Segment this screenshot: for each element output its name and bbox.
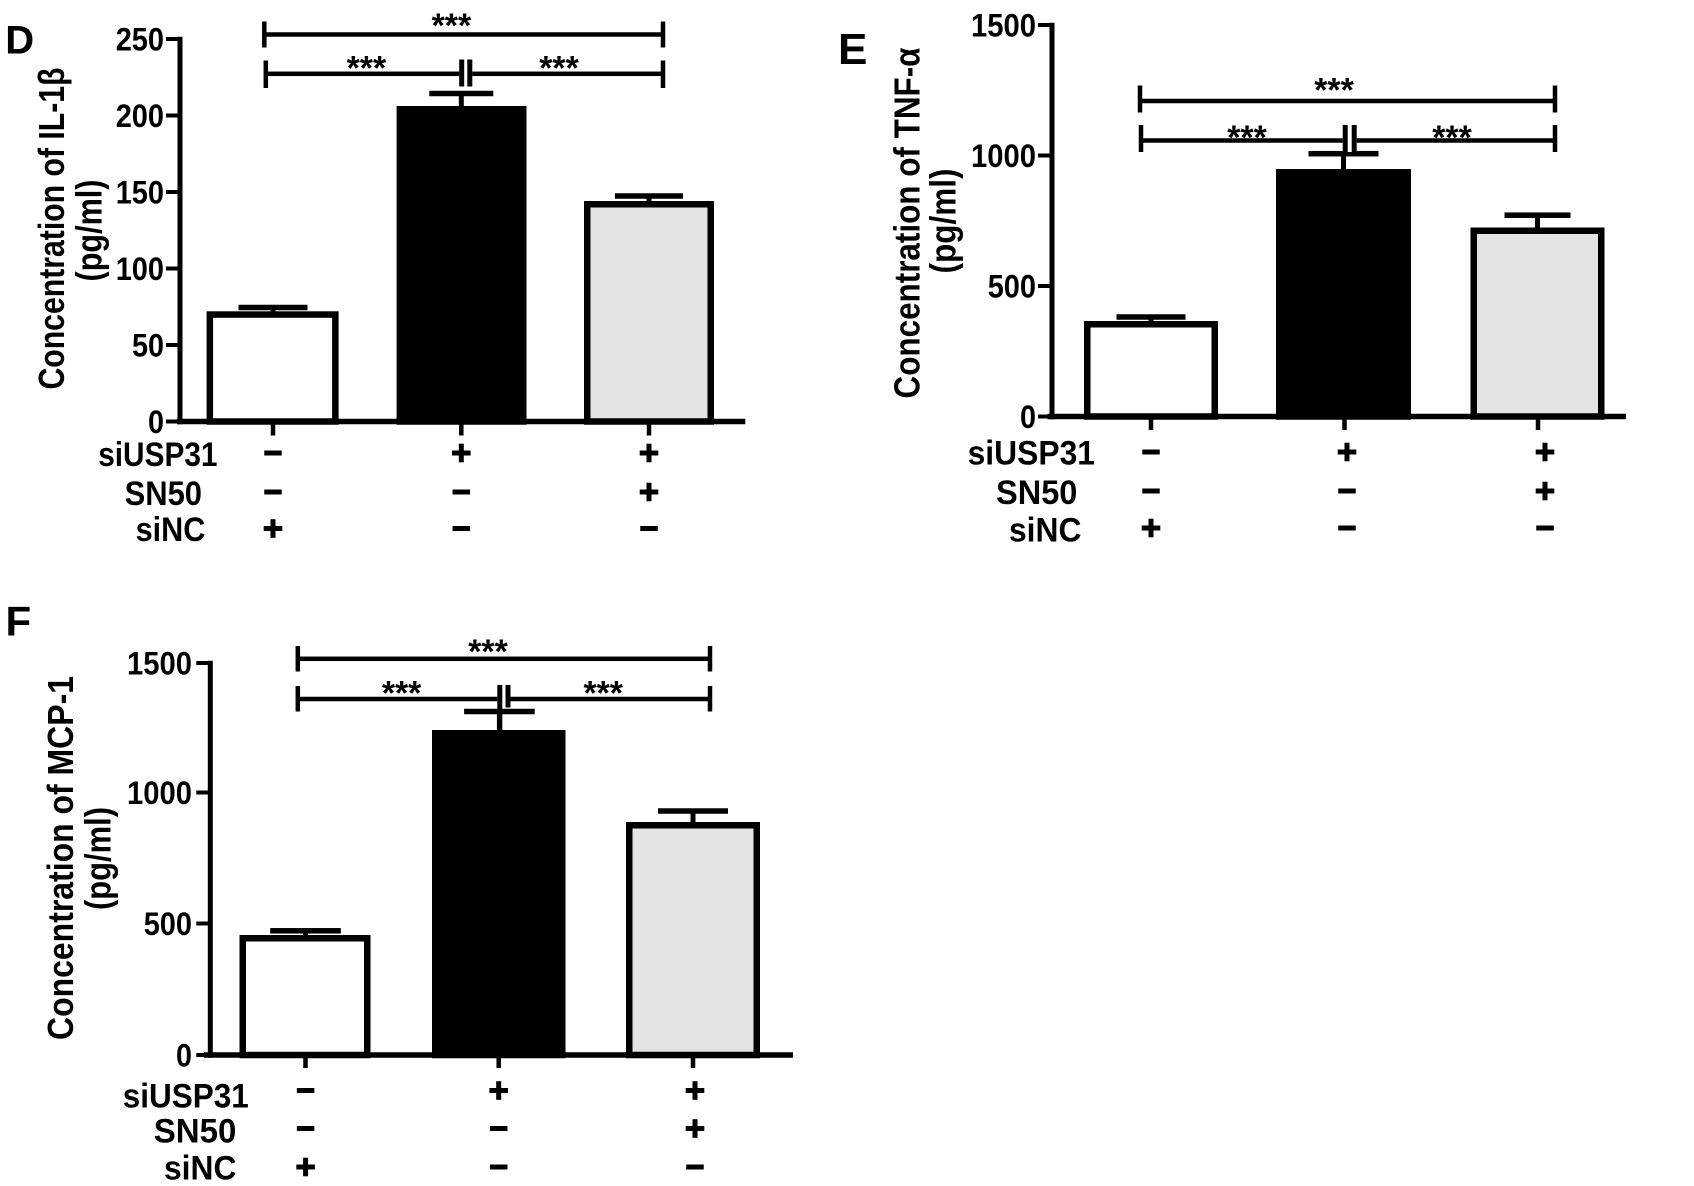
svg-text:F: F <box>6 598 32 645</box>
svg-text:(pg/ml): (pg/ml) <box>923 169 964 274</box>
svg-text:250: 250 <box>116 21 164 57</box>
svg-text:0: 0 <box>1020 399 1036 435</box>
svg-text:500: 500 <box>988 268 1036 304</box>
svg-text:0: 0 <box>176 1037 192 1073</box>
svg-text:Concentration of TNF-α: Concentration of TNF-α <box>887 48 928 399</box>
svg-text:***: *** <box>382 675 422 713</box>
svg-text:D: D <box>5 19 34 63</box>
svg-text:***: *** <box>1314 72 1354 110</box>
svg-text:SN50: SN50 <box>125 475 202 513</box>
svg-text:***: *** <box>1227 119 1267 157</box>
svg-text:200: 200 <box>116 98 164 134</box>
svg-text:(pg/ml): (pg/ml) <box>69 180 110 282</box>
svg-text:500: 500 <box>144 906 192 942</box>
svg-text:siNC: siNC <box>136 511 206 549</box>
svg-text:siUSP31: siUSP31 <box>98 436 217 474</box>
svg-text:siNC: siNC <box>164 1150 236 1186</box>
svg-text:***: *** <box>468 633 508 671</box>
svg-text:***: *** <box>432 7 472 45</box>
svg-text:0: 0 <box>148 404 164 440</box>
svg-text:siUSP31: siUSP31 <box>968 435 1095 473</box>
svg-text:siUSP31: siUSP31 <box>123 1078 249 1116</box>
svg-text:***: *** <box>1432 119 1472 157</box>
svg-text:E: E <box>838 25 867 74</box>
svg-text:***: *** <box>347 50 387 88</box>
svg-text:1000: 1000 <box>971 138 1036 174</box>
svg-text:(pg/ml): (pg/ml) <box>78 807 119 910</box>
svg-text:SN50: SN50 <box>996 474 1077 512</box>
svg-text:50: 50 <box>132 327 164 363</box>
svg-text:1000: 1000 <box>127 775 192 811</box>
svg-text:***: *** <box>539 50 579 88</box>
svg-text:Concentration of MCP-1: Concentration of MCP-1 <box>40 676 81 1040</box>
svg-text:1500: 1500 <box>971 7 1036 43</box>
svg-text:100: 100 <box>116 251 164 287</box>
svg-text:SN50: SN50 <box>154 1113 237 1151</box>
svg-text:1500: 1500 <box>127 645 192 681</box>
svg-text:***: *** <box>583 675 623 713</box>
svg-text:Concentration of IL-1β: Concentration of IL-1β <box>31 68 72 390</box>
svg-text:siNC: siNC <box>1009 511 1081 549</box>
svg-text:150: 150 <box>116 174 164 210</box>
